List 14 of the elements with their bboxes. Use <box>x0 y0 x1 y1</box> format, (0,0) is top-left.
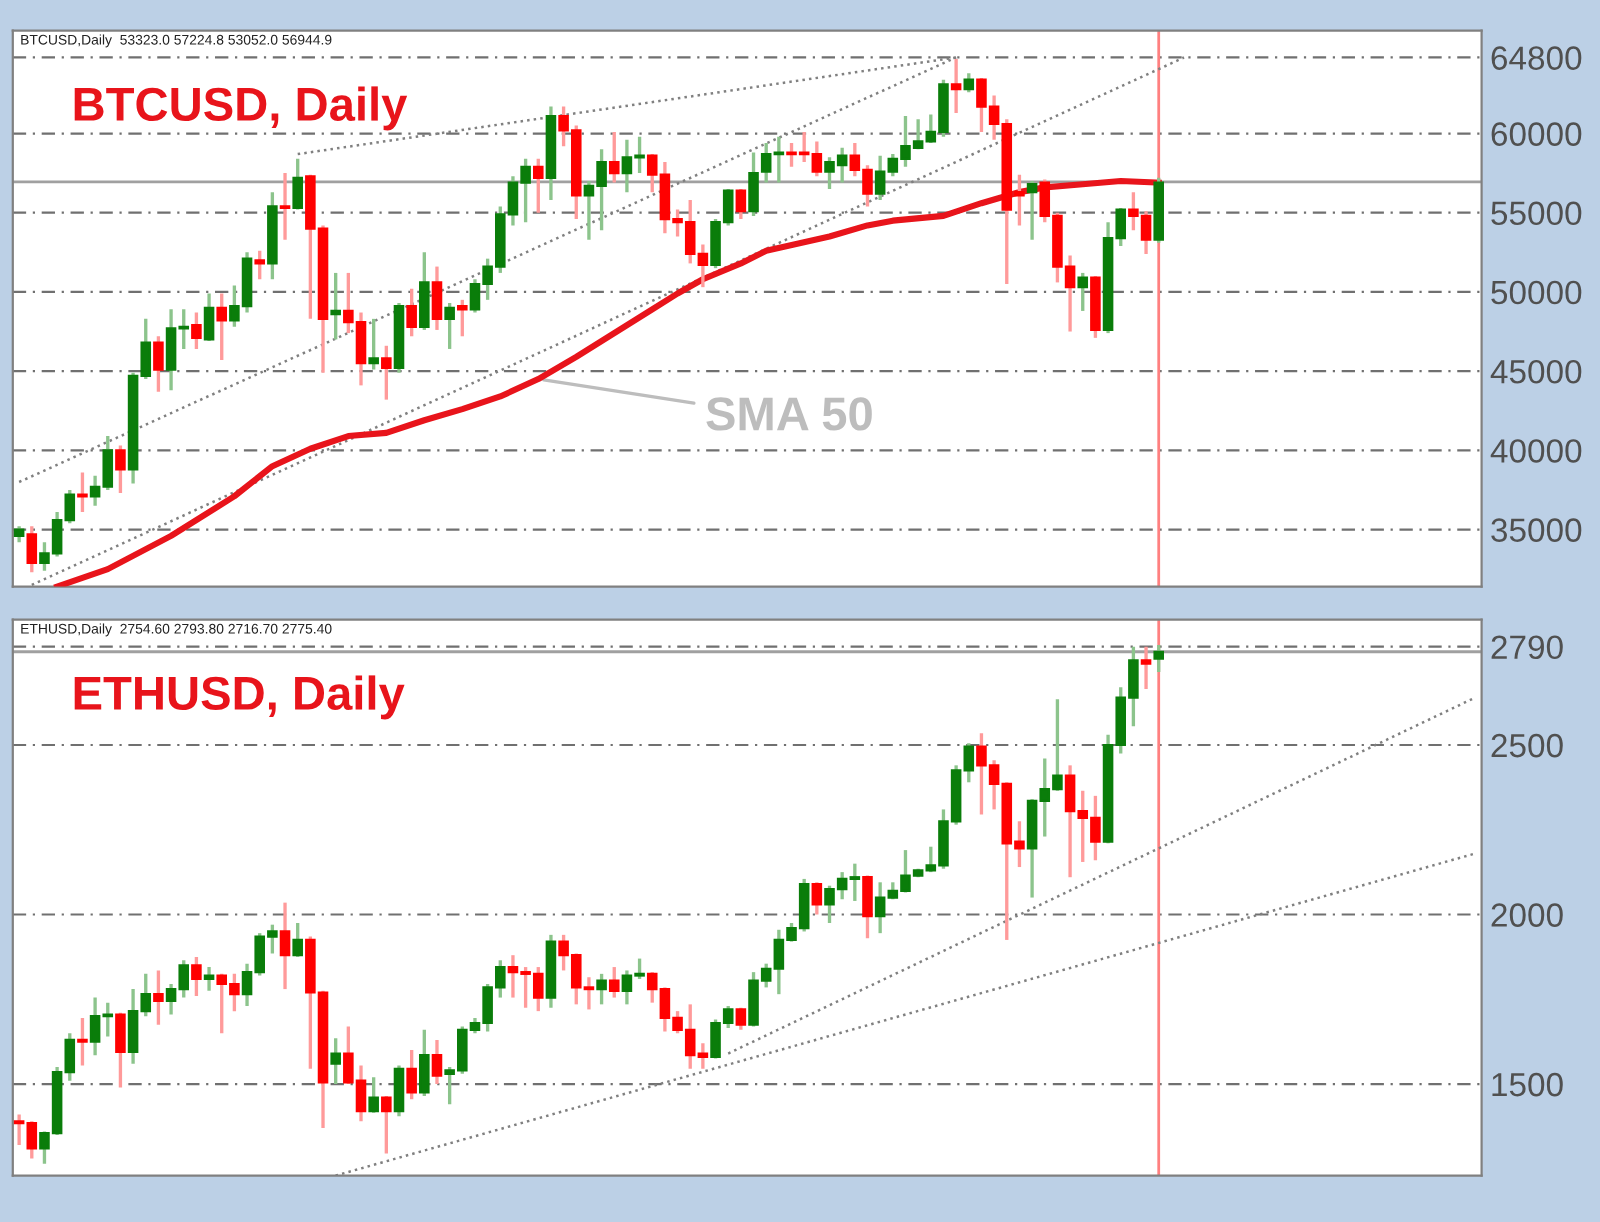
y-tick-label: 2790 <box>1491 635 1563 660</box>
text: ETHUSD, Daily <box>74 675 405 720</box>
y-tick-label: 2500 <box>1491 733 1563 758</box>
y-tick-label: 40000 <box>1490 439 1582 463</box>
y-tick-label: 60000 <box>1491 122 1582 146</box>
y-tick-label: 55000 <box>1491 201 1582 226</box>
y-tick-label: 64800 <box>1491 46 1582 70</box>
y-tick-label: 2000 <box>1491 903 1563 927</box>
text: SMA 50 <box>706 397 872 431</box>
y-tick-label: 35000 <box>1491 518 1582 542</box>
y-tick-label: 1500 <box>1492 1072 1563 1097</box>
text: BTCUSD, Daily <box>74 86 408 131</box>
y-tick-label: 45000 <box>1490 359 1582 384</box>
y-tick-label: 50000 <box>1491 280 1582 305</box>
